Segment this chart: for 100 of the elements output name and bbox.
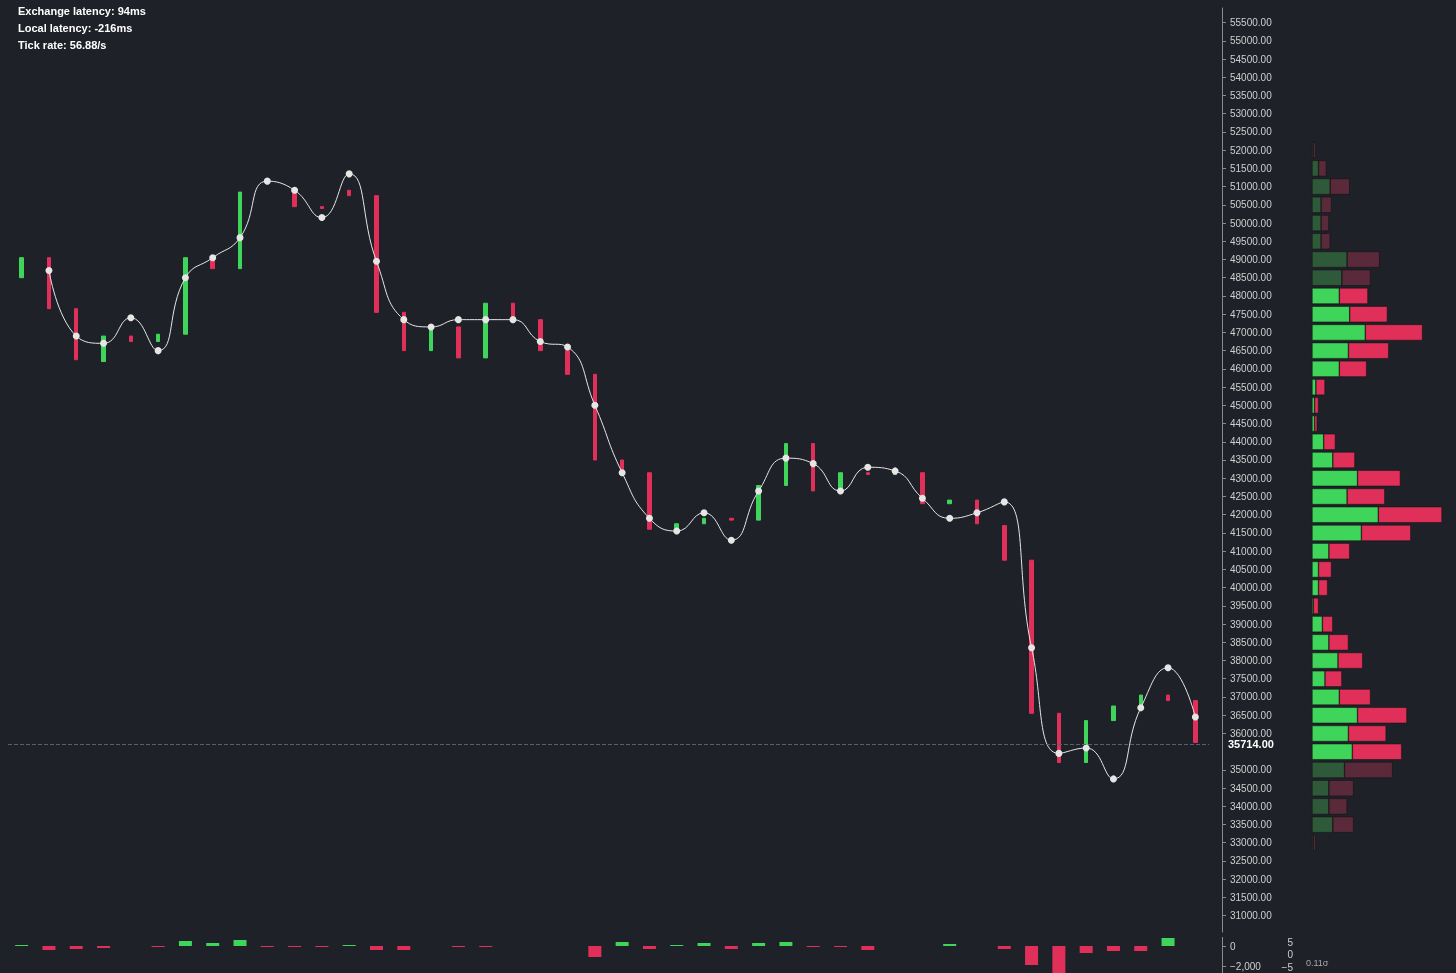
bar [724, 946, 738, 949]
y-tick-label: 46000.00 [1230, 363, 1273, 375]
y-tick-label: 31500.00 [1230, 891, 1273, 903]
ref-line-label: 35714.00 [1228, 737, 1274, 750]
y-tick-label: 55000.00 [1230, 35, 1273, 47]
y-tick-label: 50000.00 [1230, 217, 1273, 229]
y-tick-label: 46500.00 [1230, 345, 1273, 357]
y-tick-label: 41500.00 [1230, 527, 1273, 539]
bar [861, 946, 875, 950]
y-tick-label: 40000.00 [1230, 582, 1273, 594]
point [1082, 744, 1090, 752]
point [482, 316, 490, 324]
y-tick-label: 53000.00 [1230, 108, 1273, 120]
bar [697, 943, 711, 946]
y-tick-label: 39500.00 [1230, 600, 1273, 612]
point [400, 316, 408, 324]
candlestick [238, 191, 242, 270]
point [946, 514, 954, 522]
y-tick-label: 44000.00 [1230, 436, 1273, 448]
y-tick-label: 38500.00 [1230, 636, 1273, 648]
candlestick [947, 499, 952, 505]
candlestick [129, 335, 133, 343]
y-tick-label: 51000.00 [1230, 181, 1273, 193]
annotation: Exchange latency: 94ms [18, 4, 146, 17]
bar [69, 946, 83, 949]
y-tick-label: 36500.00 [1230, 709, 1273, 721]
y-tick-label: 32500.00 [1230, 855, 1273, 867]
y-tick-label: 41000.00 [1230, 545, 1273, 557]
bar [369, 946, 383, 950]
point [1028, 644, 1036, 652]
point [318, 214, 326, 222]
y-tick-label: 52500.00 [1230, 126, 1273, 138]
candlestick [702, 517, 706, 525]
annotation: Local latency: -216ms [18, 21, 133, 34]
point [1000, 498, 1008, 506]
candlestick [1002, 525, 1007, 561]
bar [642, 946, 656, 949]
y-tick-label: 52000.00 [1230, 144, 1273, 156]
bar [206, 943, 220, 946]
point [345, 170, 353, 178]
candlestick [593, 373, 597, 461]
y-tick-label: 54000.00 [1230, 71, 1273, 83]
y-tick-label: 37000.00 [1230, 691, 1273, 703]
point [536, 338, 544, 346]
bar [752, 943, 766, 946]
point [263, 177, 271, 185]
point [618, 469, 626, 477]
y-tick-label: −2,000 [1230, 960, 1262, 972]
text: −5 [1281, 961, 1294, 973]
y-tick-label: 49000.00 [1230, 254, 1273, 265]
point [809, 460, 817, 468]
point [154, 347, 162, 355]
y-tick-label: 45000.00 [1230, 399, 1273, 411]
point [673, 527, 681, 535]
y-tick-label: 49500.00 [1230, 235, 1273, 247]
point [127, 314, 135, 322]
point [591, 401, 599, 409]
candlestick [374, 195, 379, 313]
y-tick-label: 50500.00 [1230, 199, 1273, 211]
point [1109, 775, 1117, 783]
point [727, 536, 735, 544]
point [782, 454, 790, 462]
point [1137, 704, 1145, 712]
point [72, 332, 80, 340]
point [755, 487, 763, 495]
y-tick-label: 54500.00 [1230, 53, 1273, 65]
y-tick-label: 40500.00 [1230, 563, 1273, 575]
text: 0.11σ [1306, 957, 1329, 968]
candlestick [1111, 705, 1116, 722]
bar [997, 946, 1011, 949]
bar [1134, 946, 1148, 951]
candlestick [156, 333, 160, 343]
point [864, 463, 872, 471]
bar [588, 946, 602, 957]
point [700, 509, 708, 517]
point [1191, 713, 1199, 721]
candlestick [1029, 559, 1034, 714]
point [918, 494, 926, 502]
point [100, 339, 108, 347]
candlestick [320, 206, 324, 209]
candlestick [866, 472, 870, 476]
bar [615, 942, 629, 946]
y-tick-label: 42500.00 [1230, 490, 1273, 502]
point [373, 257, 380, 265]
candlestick [19, 257, 24, 279]
y-tick-label: 48000.00 [1230, 290, 1273, 302]
candlestick [1166, 694, 1170, 702]
y-tick-label: 35000.00 [1230, 764, 1273, 776]
y-tick-label: 33000.00 [1230, 837, 1273, 849]
text: 5 [1287, 936, 1294, 948]
y-tick-label: 38000.00 [1230, 654, 1273, 666]
bar [178, 941, 192, 946]
point [236, 234, 244, 242]
point [45, 266, 53, 274]
y-tick-label: 43000.00 [1230, 472, 1273, 484]
bar [1106, 946, 1120, 951]
y-tick-label: 32000.00 [1230, 873, 1273, 885]
bar [779, 942, 793, 946]
candlestick [565, 350, 570, 375]
y-tick-label: 48500.00 [1230, 272, 1273, 284]
